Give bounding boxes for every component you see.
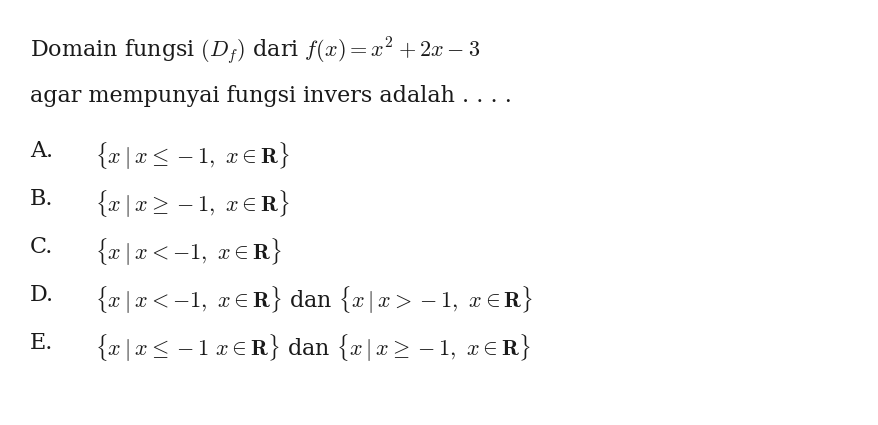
Text: $\{x \mid x \leq -1,\ x \in \mathbf{R}\}$: $\{x \mid x \leq -1,\ x \in \mathbf{R}\}… [95,140,290,172]
Text: A.: A. [30,140,53,162]
Text: D.: D. [30,284,54,306]
Text: $\{x \mid x \geq -1,\ x \in \mathbf{R}\}$: $\{x \mid x \geq -1,\ x \in \mathbf{R}\}… [95,188,290,220]
Text: $\{x \mid x < -1,\ x \in \mathbf{R}\}$ dan $\{x \mid x > -1,\ x \in \mathbf{R}\}: $\{x \mid x < -1,\ x \in \mathbf{R}\}$ d… [95,284,532,316]
Text: C.: C. [30,236,54,258]
Text: $\{x \mid x \leq -1\ x \in \mathbf{R}\}$ dan $\{x \mid x \geq -1,\ x \in \mathbf: $\{x \mid x \leq -1\ x \in \mathbf{R}\}$… [95,332,530,364]
Text: B.: B. [30,188,54,210]
Text: agar mempunyai fungsi invers adalah . . . .: agar mempunyai fungsi invers adalah . . … [30,85,511,107]
Text: E.: E. [30,332,54,354]
Text: Domain fungsi $(D_f)$ dari $f(x) = x^2 + 2x - 3$: Domain fungsi $(D_f)$ dari $f(x) = x^2 +… [30,35,479,66]
Text: $\{x \mid x < -1,\ x \in \mathbf{R}\}$: $\{x \mid x < -1,\ x \in \mathbf{R}\}$ [95,236,282,268]
